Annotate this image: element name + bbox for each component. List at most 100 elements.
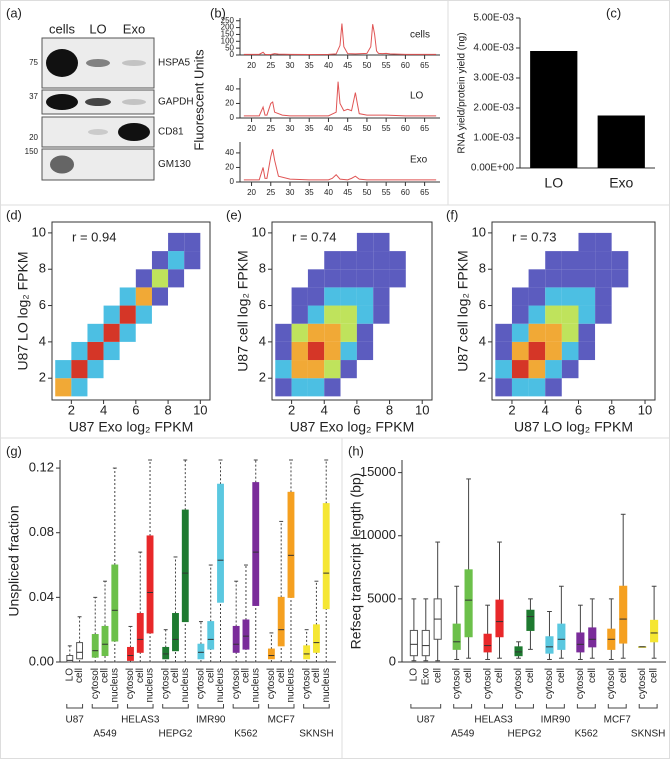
category-label: cytosol <box>266 668 277 699</box>
density-cell <box>561 323 579 342</box>
density-cell <box>611 341 629 361</box>
density-cell <box>55 378 72 397</box>
density-cell <box>55 251 72 270</box>
box <box>267 648 275 660</box>
density-cell <box>561 378 579 397</box>
box <box>101 625 109 657</box>
density-cell <box>291 232 308 252</box>
density-cell <box>340 287 357 306</box>
y-tick-label: 250 <box>221 16 235 25</box>
group-bracket <box>453 704 473 709</box>
density-cell <box>595 269 612 288</box>
density-cell <box>275 341 292 361</box>
density-cell <box>340 378 357 397</box>
density-cell <box>168 287 185 306</box>
y-tick-label: 4 <box>259 333 266 348</box>
box <box>619 585 628 644</box>
density-cell <box>405 287 423 306</box>
density-cell <box>168 323 185 342</box>
density-cell <box>119 360 136 379</box>
density-cell <box>628 232 646 252</box>
box <box>545 636 554 654</box>
x-tick-label: 35 <box>305 188 314 197</box>
box <box>242 619 250 650</box>
density-cell <box>324 323 341 342</box>
x-tick-label: 25 <box>266 61 275 70</box>
density-cell <box>356 269 374 288</box>
density-cell <box>561 251 579 270</box>
density-cell <box>307 287 325 306</box>
category-label: cell <box>276 668 287 683</box>
density-cell <box>595 251 612 270</box>
x-tick-label: 50 <box>362 188 371 197</box>
density-cell <box>307 360 325 379</box>
group-label: U87 <box>417 715 436 726</box>
density-cell <box>561 287 579 306</box>
y-tick-label: 4.00E-03 <box>473 43 514 54</box>
category-label: cytosol <box>451 668 462 699</box>
density-cell <box>611 269 629 288</box>
density-cell <box>340 323 357 342</box>
density-cell <box>340 360 357 379</box>
density-cell <box>373 269 390 288</box>
y-tick-label: 15000 <box>360 464 396 479</box>
annotation: r = 0.74 <box>292 229 336 244</box>
density-cell <box>184 287 201 306</box>
density-cell <box>55 305 72 324</box>
group-bracket <box>162 704 189 709</box>
density-cell <box>356 378 374 397</box>
density-cell <box>103 323 120 342</box>
group-bracket <box>638 704 658 709</box>
density-cell <box>340 232 357 252</box>
density-cell <box>71 232 88 252</box>
y-tick-label: 8 <box>259 261 266 276</box>
density-cell <box>595 287 612 306</box>
x-tick-label: Exo <box>609 175 633 191</box>
x-tick-label: 40 <box>324 61 333 70</box>
density-cell <box>135 323 152 342</box>
panel-label: (e) <box>226 207 242 222</box>
category-label: cytosol <box>637 668 648 699</box>
y-tick-label: 0.12 <box>29 460 54 475</box>
x-tick-label: 10 <box>193 402 207 417</box>
density-cell <box>373 323 390 342</box>
density-cell <box>168 341 185 361</box>
density-cell <box>87 378 104 397</box>
density-cell <box>275 378 292 397</box>
y-tick-label: 0 <box>230 113 235 122</box>
trace <box>243 81 437 117</box>
box <box>277 596 285 647</box>
density-cell <box>611 232 629 252</box>
category-label: cell <box>494 668 505 683</box>
density-cell <box>373 378 390 397</box>
density-cell <box>373 287 390 306</box>
bar <box>597 115 645 168</box>
density-cell <box>151 360 169 379</box>
density-cell <box>628 360 646 379</box>
density-cell <box>71 305 88 324</box>
density-cell <box>324 269 341 288</box>
box <box>526 609 535 631</box>
density-cell <box>103 341 120 361</box>
box <box>650 619 659 643</box>
density-cell <box>324 232 341 252</box>
density-cell <box>291 360 308 379</box>
density-cell <box>119 378 136 397</box>
y-tick-label: 10 <box>32 224 46 239</box>
density-cell <box>578 341 596 361</box>
density-cell <box>389 323 406 342</box>
density-cell <box>184 360 201 379</box>
density-cell <box>275 360 292 379</box>
density-cell <box>545 305 562 324</box>
density-cell <box>545 323 562 342</box>
density-cell <box>405 251 423 270</box>
y-tick-label: 8 <box>479 261 486 276</box>
density-cell <box>595 305 612 324</box>
box <box>303 645 311 660</box>
x-tick-label: 6 <box>575 402 582 417</box>
y-tick-label: 20 <box>225 99 234 108</box>
x-tick-label: 20 <box>247 188 256 197</box>
density-cell <box>528 305 546 324</box>
density-cell <box>103 251 120 270</box>
